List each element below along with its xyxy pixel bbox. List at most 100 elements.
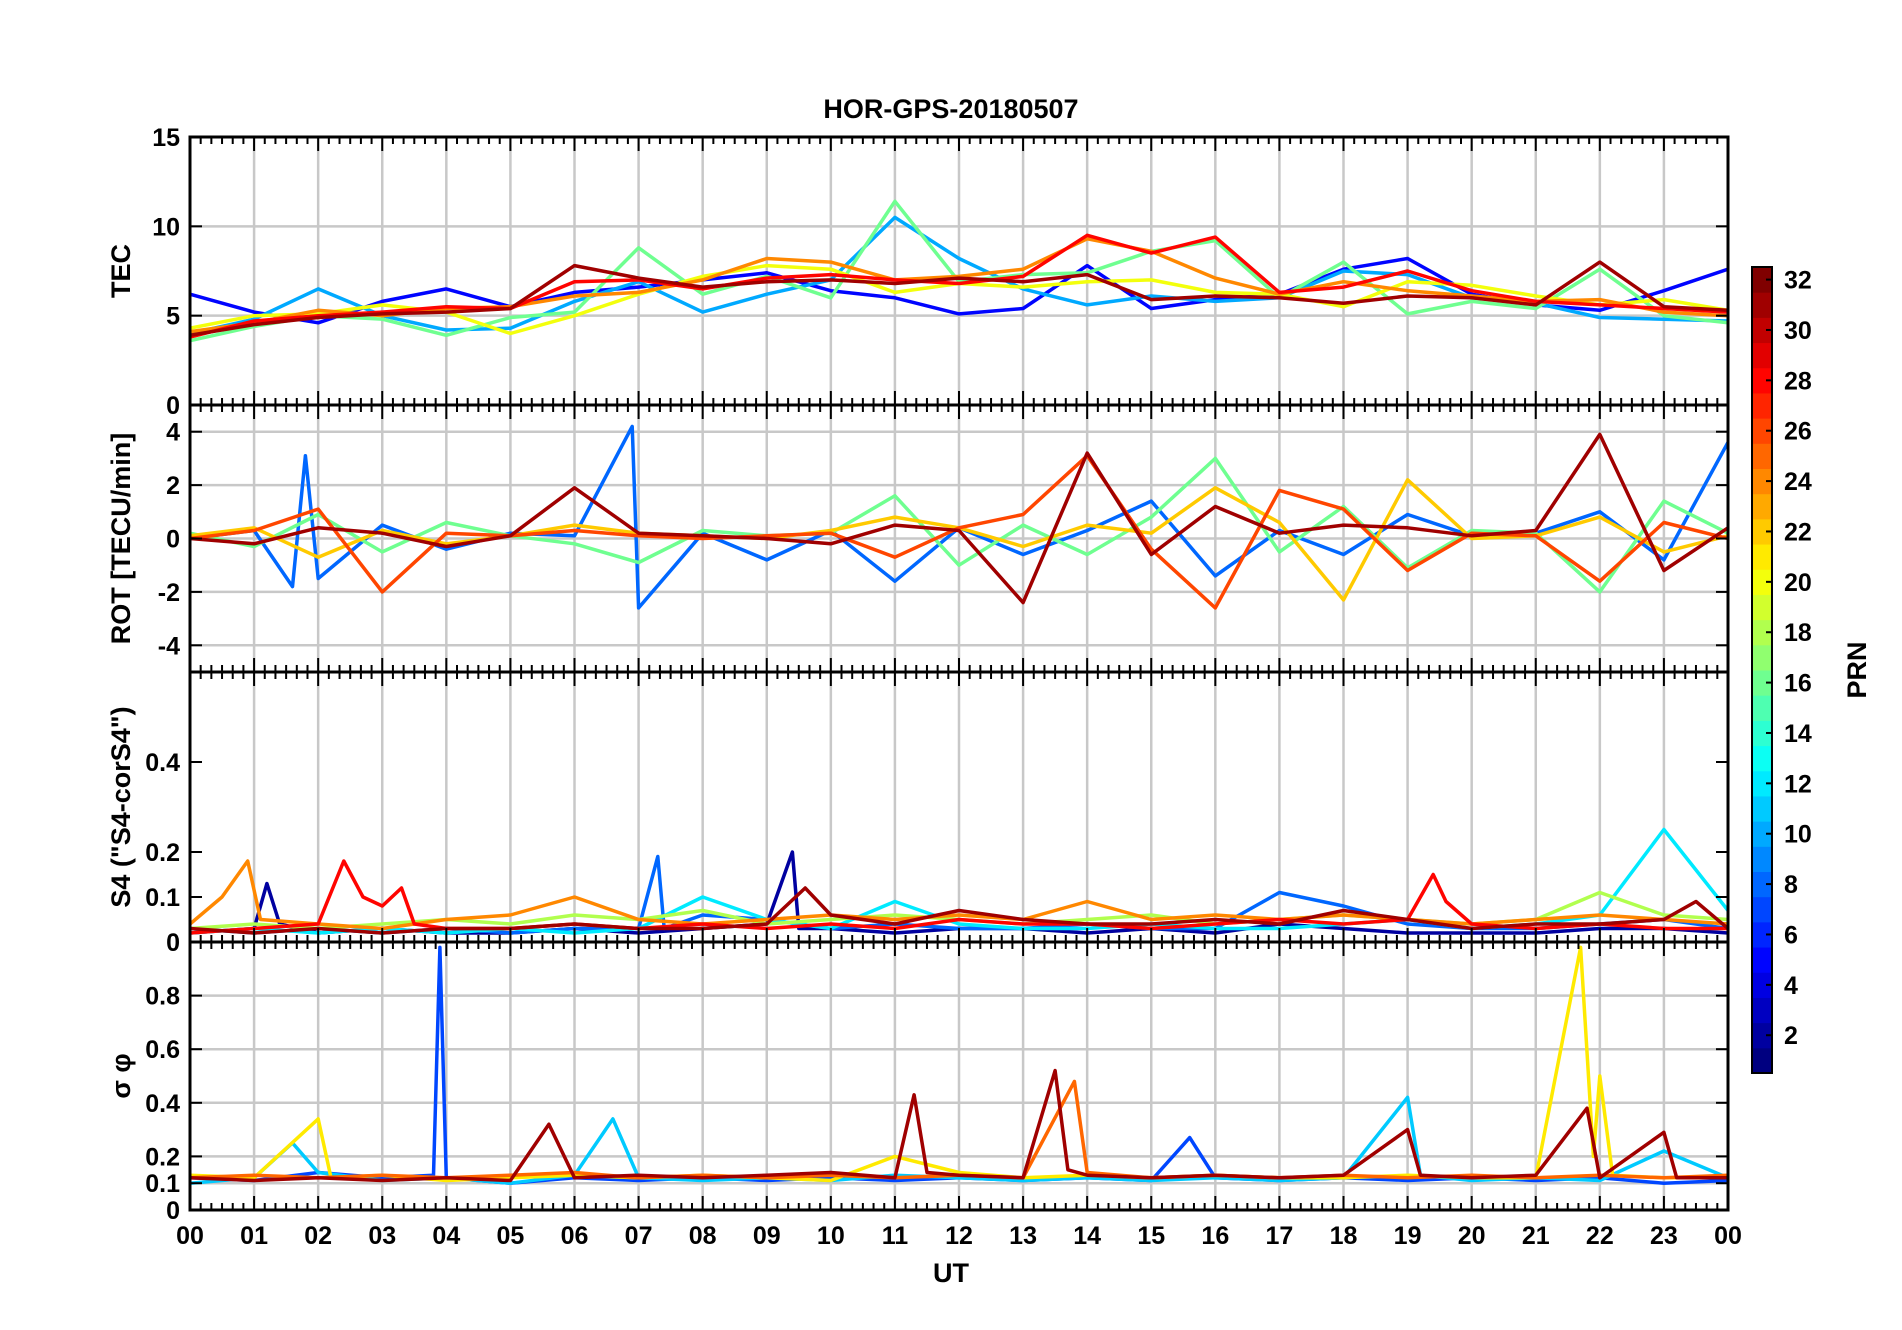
colorbar-segment [1752, 770, 1772, 797]
colorbar-segment [1752, 544, 1772, 570]
y-tick-label: -4 [158, 632, 180, 660]
y-axis-label: σ φ [106, 1053, 136, 1098]
series-group [190, 945, 1728, 1185]
series-line-prn-7 [190, 945, 1728, 1185]
x-tick-label: 12 [945, 1222, 973, 1250]
colorbar-segment [1752, 997, 1772, 1024]
colorbar-segment [1752, 720, 1772, 747]
colorbar-segment [1752, 392, 1772, 419]
panel-s4: 0 0.1 0.2 0.4 S4 ("S4-corS4") [106, 670, 1730, 957]
colorbar-segment [1752, 569, 1772, 595]
colorbar-segment [1752, 871, 1772, 898]
y-axis-label: S4 ("S4-corS4") [106, 706, 136, 907]
series-group [190, 827, 1728, 935]
x-tick-label: 13 [1009, 1222, 1037, 1250]
colorbar-segment [1752, 518, 1772, 545]
colorbar-segment [1752, 342, 1772, 369]
colorbar-segment [1752, 745, 1772, 772]
colorbar-tick-label: 2 [1784, 1022, 1798, 1050]
colorbar-segment [1752, 468, 1772, 495]
colorbar-tick-label: 22 [1784, 518, 1812, 546]
y-tick-label: 0.2 [145, 1143, 180, 1171]
series-group [190, 424, 1728, 610]
colorbar-segment [1752, 292, 1772, 318]
x-tick-label: 06 [561, 1222, 589, 1250]
x-axis-label: UT [933, 1258, 969, 1288]
x-tick-label: 09 [753, 1222, 781, 1250]
x-tick-labels: 00 01 02 03 04 05 06 07 08 09 10 11 12 13 14 15 16 17 18 19… [176, 1222, 1742, 1250]
series-line-prn-31 [190, 886, 1728, 935]
x-tick-label: 20 [1458, 1222, 1486, 1250]
x-tick-label: 11 [882, 1222, 909, 1250]
x-tick-label: 23 [1650, 1222, 1678, 1250]
y-tick-label: 0 [166, 929, 180, 957]
series-line-prn-28 [190, 233, 1728, 339]
x-tick-label: 15 [1137, 1222, 1165, 1250]
series-line-prn-31 [190, 1068, 1728, 1183]
colorbar-segment [1752, 921, 1772, 948]
x-tick-label: 14 [1073, 1222, 1101, 1250]
x-tick-label: 10 [817, 1222, 845, 1250]
x-tick-label: 07 [625, 1222, 653, 1250]
colorbar-segment [1752, 947, 1772, 973]
x-tick-label: 08 [689, 1222, 717, 1250]
colorbar-segment [1752, 972, 1772, 998]
y-tick-label: 0.2 [145, 839, 180, 867]
y-tick-label: 0 [166, 392, 180, 420]
colorbar-segment [1752, 367, 1772, 394]
colorbar-segment [1752, 418, 1772, 444]
x-tick-label: 00 [176, 1222, 204, 1250]
colorbar-segment [1752, 443, 1772, 469]
series-line-prn-31 [190, 260, 1728, 338]
series-line-prn-26 [190, 453, 1728, 610]
colorbar-segment [1752, 670, 1772, 696]
colorbar-tick-label: 16 [1784, 670, 1812, 698]
x-tick-label: 16 [1201, 1222, 1229, 1250]
colorbar-tick-label: 14 [1784, 720, 1812, 748]
colorbar-label: PRN [1842, 641, 1872, 698]
colorbar-tick-label: 18 [1784, 619, 1812, 647]
colorbar-segment [1752, 1047, 1772, 1074]
series-line-prn-31 [190, 432, 1728, 605]
x-tick-label: 01 [240, 1222, 268, 1250]
y-tick-label: 0.1 [145, 884, 180, 912]
colorbar-tick-label: 30 [1784, 317, 1812, 345]
colorbar-segment [1752, 493, 1772, 520]
colorbar-segment [1752, 695, 1772, 721]
y-tick-label: 0.1 [145, 1170, 180, 1198]
colorbar-tick-label: 12 [1784, 770, 1812, 798]
y-tick-label: 0 [166, 1197, 180, 1225]
colorbar-tick-label: 24 [1784, 468, 1812, 496]
colorbar-frame [1751, 266, 1773, 1074]
colorbar-segment [1752, 1022, 1772, 1049]
x-tick-label: 21 [1522, 1222, 1550, 1250]
colorbar-tick-label: 4 [1784, 972, 1798, 1000]
colorbar-tick-label: 20 [1784, 569, 1812, 597]
y-axis-label: ROT [TECU/min] [106, 433, 136, 644]
x-tick-label: 22 [1586, 1222, 1614, 1250]
series-line-prn-16 [190, 456, 1728, 594]
colorbar-segment [1752, 317, 1772, 344]
series-group [190, 199, 1728, 343]
y-tick-label: 5 [166, 303, 180, 331]
x-tick-label: 17 [1266, 1222, 1294, 1250]
x-tick-label: 04 [432, 1222, 460, 1250]
colorbar-segment [1752, 644, 1772, 671]
y-tick-label: 2 [166, 472, 180, 500]
colorbar-segment [1752, 594, 1772, 621]
colorbar-segment [1752, 795, 1772, 822]
y-tick-label: -2 [158, 579, 180, 607]
y-tick-label: 10 [152, 213, 180, 241]
x-tick-label: 05 [497, 1222, 525, 1250]
colorbar-tick-label: 6 [1784, 921, 1798, 949]
x-tick-label: 03 [368, 1222, 396, 1250]
y-axis-label: TEC [106, 244, 136, 298]
colorbar-tick-label: 10 [1784, 821, 1812, 849]
series-line-prn-24 [190, 859, 1728, 931]
colorbar-segment [1752, 619, 1772, 646]
y-tick-label: 0.8 [145, 983, 180, 1011]
colorbar-tick-label: 28 [1784, 367, 1812, 395]
series-line-prn-5 [190, 256, 1728, 325]
